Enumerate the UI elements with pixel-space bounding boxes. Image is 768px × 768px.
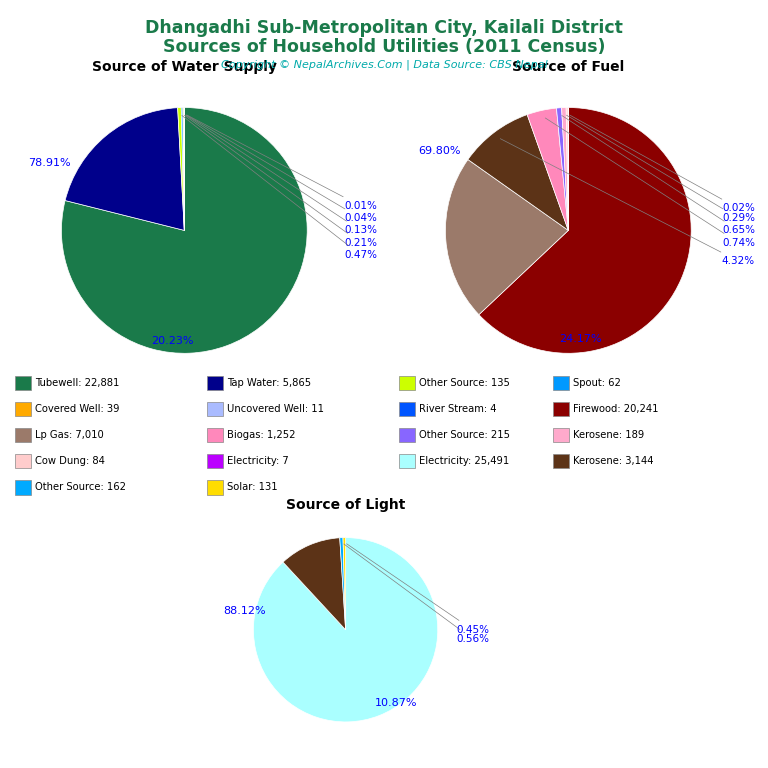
Wedge shape [65,108,184,230]
Text: 0.47%: 0.47% [182,115,377,260]
Text: 0.56%: 0.56% [344,544,489,644]
Text: Covered Well: 39: Covered Well: 39 [35,404,120,414]
Text: Solar: 131: Solar: 131 [227,482,278,492]
Text: 20.23%: 20.23% [151,336,194,346]
Wedge shape [468,114,568,230]
Text: Kerosene: 189: Kerosene: 189 [573,430,644,440]
Text: Sources of Household Utilities (2011 Census): Sources of Household Utilities (2011 Cen… [163,38,605,56]
Wedge shape [183,108,184,230]
Wedge shape [61,108,307,353]
Text: 0.04%: 0.04% [187,115,377,223]
Text: Lp Gas: 7,010: Lp Gas: 7,010 [35,430,104,440]
Text: 0.02%: 0.02% [570,115,755,214]
Text: Kerosene: 3,144: Kerosene: 3,144 [573,456,654,466]
Text: 0.74%: 0.74% [545,118,755,248]
Wedge shape [557,108,568,230]
Text: Tap Water: 5,865: Tap Water: 5,865 [227,378,312,388]
Text: 4.32%: 4.32% [500,139,755,266]
Text: Firewood: 20,241: Firewood: 20,241 [573,404,658,414]
Text: 10.87%: 10.87% [375,698,418,709]
Wedge shape [445,160,568,315]
Text: Tubewell: 22,881: Tubewell: 22,881 [35,378,120,388]
Title: Source of Fuel: Source of Fuel [512,60,624,74]
Wedge shape [566,108,568,230]
Text: River Stream: 4: River Stream: 4 [419,404,497,414]
Text: Other Source: 162: Other Source: 162 [35,482,126,492]
Text: Electricity: 7: Electricity: 7 [227,456,289,466]
Text: 88.12%: 88.12% [223,606,266,617]
Title: Source of Water Supply: Source of Water Supply [92,60,276,74]
Title: Source of Light: Source of Light [286,498,406,512]
Wedge shape [283,538,346,630]
Text: 0.21%: 0.21% [184,115,377,248]
Text: 0.01%: 0.01% [187,115,377,211]
Text: 78.91%: 78.91% [28,157,71,168]
Wedge shape [343,538,346,630]
Text: Uncovered Well: 11: Uncovered Well: 11 [227,404,324,414]
Text: 0.65%: 0.65% [562,115,755,236]
Wedge shape [561,108,568,230]
Text: Dhangadhi Sub-Metropolitan City, Kailali District: Dhangadhi Sub-Metropolitan City, Kailali… [145,19,623,37]
Wedge shape [339,538,346,630]
Wedge shape [253,538,438,722]
Text: Cow Dung: 84: Cow Dung: 84 [35,456,105,466]
Text: Biogas: 1,252: Biogas: 1,252 [227,430,296,440]
Wedge shape [527,108,568,230]
Text: 24.17%: 24.17% [559,333,602,343]
Wedge shape [181,108,184,230]
Text: Spout: 62: Spout: 62 [573,378,621,388]
Text: Electricity: 25,491: Electricity: 25,491 [419,456,510,466]
Text: 0.45%: 0.45% [346,544,489,635]
Wedge shape [177,108,184,230]
Text: 0.13%: 0.13% [186,115,377,236]
Text: 69.80%: 69.80% [418,145,461,156]
Text: Other Source: 215: Other Source: 215 [419,430,510,440]
Wedge shape [479,108,691,353]
Text: Copyright © NepalArchives.Com | Data Source: CBS Nepal: Copyright © NepalArchives.Com | Data Sou… [220,60,548,71]
Text: Other Source: 135: Other Source: 135 [419,378,510,388]
Text: 0.29%: 0.29% [567,115,755,223]
